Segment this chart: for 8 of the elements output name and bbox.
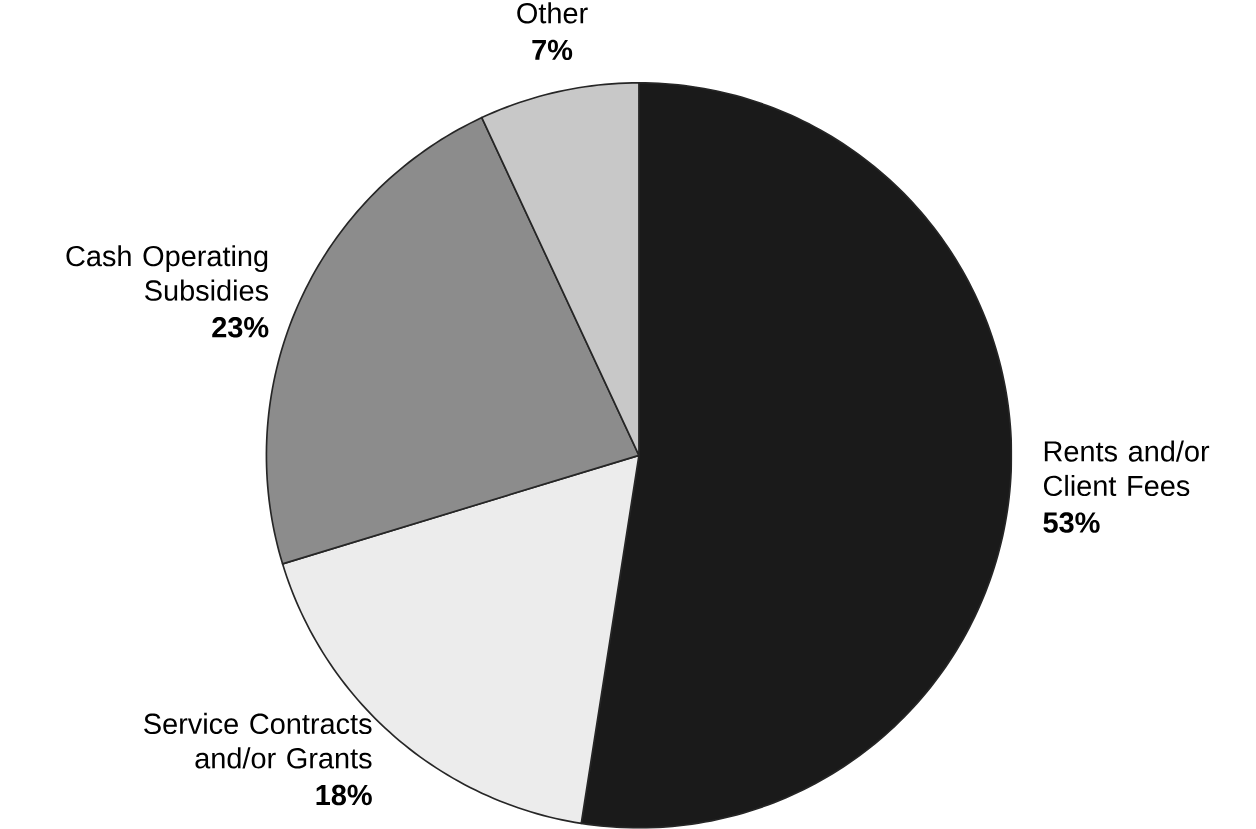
data-label: 18% [316,784,372,806]
data-label: 7% [532,39,573,61]
slice-label: Service Contracts and/or Grants [144,712,372,769]
slice-label: Cash Operating Subsidies [66,245,269,301]
data-label: 23% [212,317,269,338]
slice-label: Other [517,2,588,24]
slice-label: Rents and/or Client Fees [1043,440,1210,497]
data-label: 53% [1043,512,1100,533]
